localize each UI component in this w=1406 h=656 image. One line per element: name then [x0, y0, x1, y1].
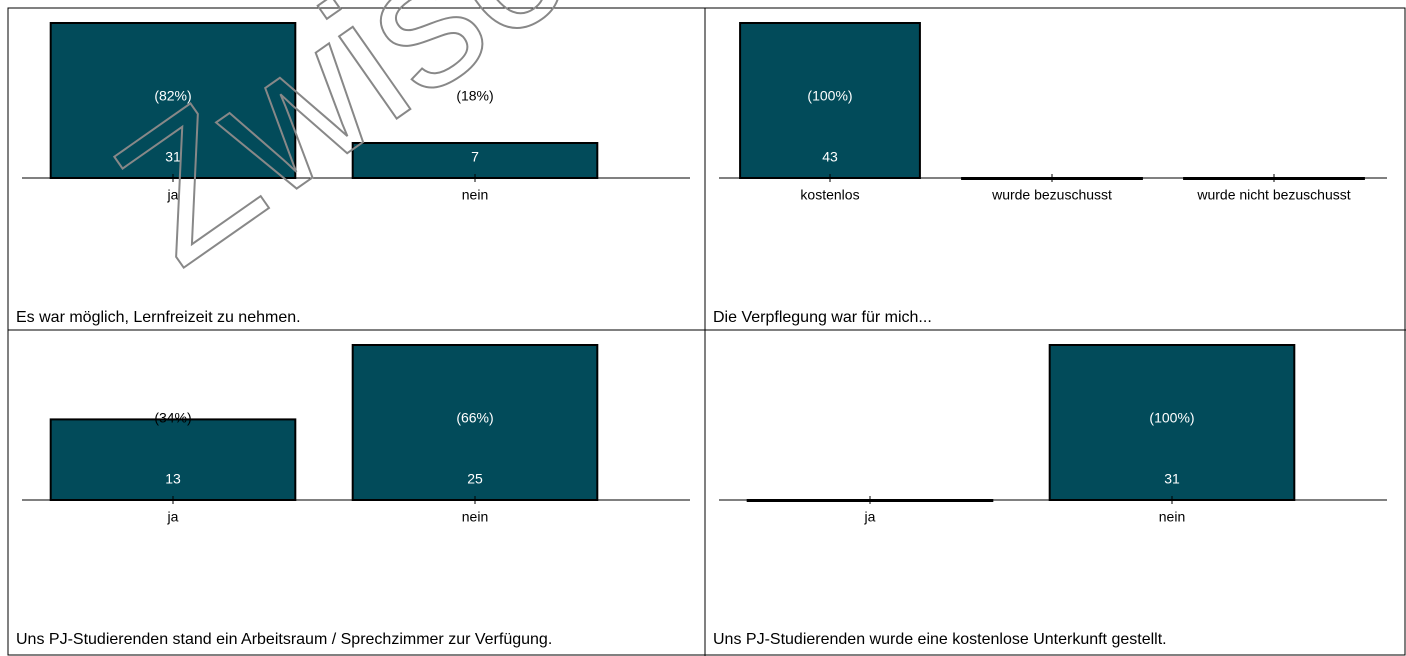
value-label: 43 [822, 149, 838, 165]
bar [49, 22, 297, 179]
x-tick-label: ja [864, 509, 876, 525]
chart-title: Es war möglich, Lernfreizeit zu nehmen. [16, 309, 301, 326]
value-label: 31 [165, 149, 181, 165]
bar [351, 142, 599, 179]
x-tick-label: ja [167, 509, 179, 525]
percent-label: (18%) [456, 88, 493, 104]
percent-label: (100%) [1149, 410, 1194, 426]
x-tick-label: wurde nicht bezuschusst [1196, 187, 1350, 203]
value-label: 31 [1164, 471, 1180, 487]
percent-label: (82%) [154, 88, 191, 104]
percent-label: (66%) [456, 410, 493, 426]
percent-label: (100%) [807, 88, 852, 104]
chart-title: Uns PJ-Studierenden wurde eine kostenlos… [713, 631, 1167, 648]
bar [1048, 344, 1296, 501]
x-tick-label: kostenlos [800, 187, 859, 203]
x-tick-label: ja [167, 187, 179, 203]
charts: ja 31 (82%) nein 7 (18%) Es war möglich, Lernf… [16, 22, 1387, 648]
bar [49, 418, 297, 501]
x-tick-label: nein [1159, 509, 1185, 525]
x-tick-label: wurde bezuschusst [991, 187, 1112, 203]
value-label: 7 [471, 149, 479, 165]
chart-title: Die Verpflegung war für mich... [713, 309, 932, 326]
value-label: 25 [467, 471, 483, 487]
bar [351, 344, 599, 501]
grid-border [7, 7, 1406, 656]
value-label: 13 [165, 471, 181, 487]
x-tick-label: nein [462, 187, 488, 203]
chart-title: Uns PJ-Studierenden stand ein Arbeitsrau… [16, 631, 552, 648]
x-tick-label: nein [462, 509, 488, 525]
percent-label: (34%) [154, 410, 191, 426]
